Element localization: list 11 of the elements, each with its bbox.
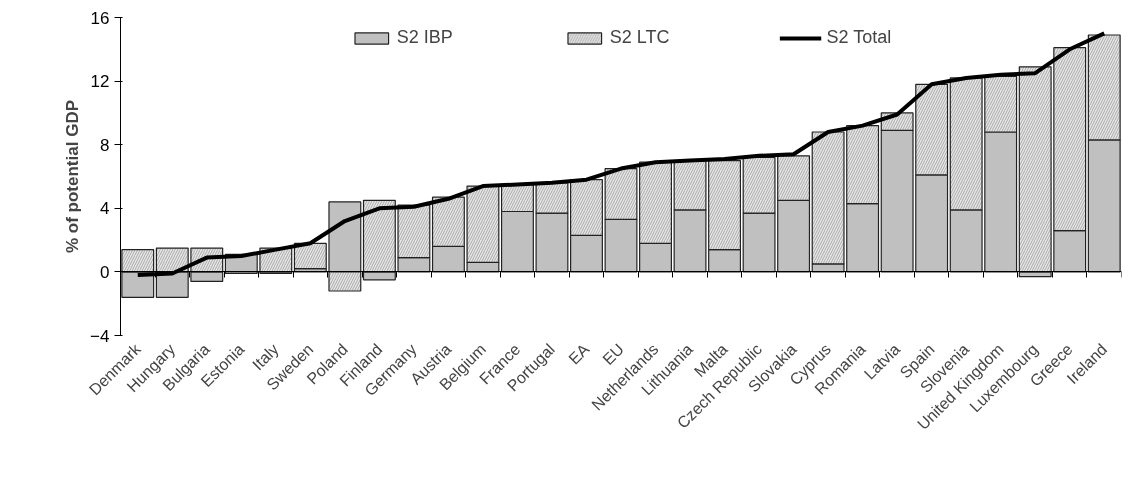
y-tick-label: −4	[90, 326, 110, 346]
y-tick-label: 16	[90, 8, 110, 28]
x-tick-label: EA	[565, 340, 593, 368]
legend-label: S2 Total	[826, 27, 892, 48]
y-tick-label: 0	[100, 262, 110, 282]
y-tick-label: 12	[90, 72, 110, 92]
y-tick-label: 4	[100, 199, 110, 219]
legend-label: S2 IBP	[396, 27, 453, 48]
legend-label: S2 LTC	[609, 27, 670, 48]
y-tick-label: 8	[100, 135, 110, 155]
y-axis-title: % of potential GDP	[63, 100, 83, 253]
